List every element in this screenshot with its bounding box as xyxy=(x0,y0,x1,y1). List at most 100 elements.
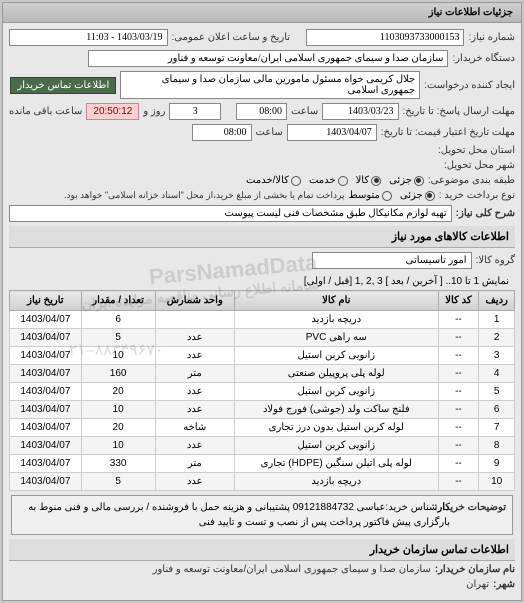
table-cell: 1403/04/07 xyxy=(10,347,82,365)
table-row[interactable]: 9--لوله پلی اتیلن سنگین (HDPE) تجاریمتر3… xyxy=(10,455,515,473)
table-cell: متر xyxy=(155,365,234,383)
contact-section-title: اطلاعات تماس سازمان خریدار xyxy=(9,539,515,561)
org-value: سازمان صدا و سیمای جمهوری اسلامی ایران/م… xyxy=(153,564,431,575)
pkg-r2-label: کالا xyxy=(356,175,370,186)
table-body: 1--دریچه بازدید61403/04/072--سه راهی PVC… xyxy=(10,311,515,491)
table-cell: 1403/04/07 xyxy=(10,401,82,419)
panel-title: جزئیات اطلاعات نیاز xyxy=(3,3,521,23)
table-cell: عدد xyxy=(155,437,234,455)
table-header: واحد شمارش xyxy=(155,291,234,311)
table-cell: -- xyxy=(438,419,479,437)
table-cell: 9 xyxy=(479,455,515,473)
table-cell: زانویی کربن استیل xyxy=(234,347,438,365)
contact-button[interactable]: اطلاعات تماس خریدار xyxy=(10,77,116,94)
days-label: روز و xyxy=(143,106,165,117)
goods-table: ردیفکد کالانام کالاواحد شمارشتعداد / مقد… xyxy=(9,290,515,491)
pkg-r1-label: جزئی xyxy=(389,175,412,186)
row-province: استان محل تحویل: xyxy=(9,145,515,156)
table-cell: متر xyxy=(155,455,234,473)
pkg-label: طبقه بندی موضوعی: xyxy=(428,175,515,186)
pkg-radio-1[interactable]: جزئی xyxy=(389,175,424,186)
pkg-radio-group: جزئی کالا خدمت کالا/خدمت xyxy=(246,175,424,186)
table-cell: -- xyxy=(438,473,479,491)
table-cell: 8 xyxy=(479,437,515,455)
table-cell: عدد xyxy=(155,473,234,491)
table-cell: 10 xyxy=(479,473,515,491)
table-cell: 3 xyxy=(479,347,515,365)
table-cell: -- xyxy=(438,383,479,401)
row-buyer: دستگاه خریدار: سازمان صدا و سیمای جمهوری… xyxy=(9,50,515,67)
row-requester: ایجاد کننده درخواست: جلال کریمی خواه مسئ… xyxy=(9,71,515,99)
table-header: ردیف xyxy=(479,291,515,311)
row-desc: شرح کلی نیاز: تهیه لوازم مکانیکال طبق مش… xyxy=(9,205,515,222)
table-cell: 6 xyxy=(81,311,155,329)
countdown: 20:50:12 xyxy=(86,103,139,120)
row-pkg: طبقه بندی موضوعی: جزئی کالا خدمت کالا/خد… xyxy=(9,175,515,186)
table-row[interactable]: 3--زانویی کربن استیلعدد101403/04/07 xyxy=(10,347,515,365)
pkg-radio-2[interactable]: کالا xyxy=(356,175,382,186)
pkg-radio-3[interactable]: خدمت xyxy=(309,175,348,186)
pay-note: پرداخت تمام یا بخشی از مبلغ خرید،از محل … xyxy=(64,190,344,201)
pay-radio-1[interactable]: جزئی xyxy=(400,190,435,201)
radio-icon xyxy=(338,176,348,186)
table-row[interactable]: 5--زانویی کربن استیلعدد201403/04/07 xyxy=(10,383,515,401)
pkg-r3-label: خدمت xyxy=(309,175,336,186)
pager[interactable]: نمایش 1 تا 10.. [ آخرین / بعد ] 3 ,2 ,1 … xyxy=(9,273,515,290)
table-cell: 6 xyxy=(479,401,515,419)
row-validity: مهلت تاریخ اعتبار قیمت: تا تاریخ: 1403/0… xyxy=(9,124,515,141)
table-row[interactable]: 4--لوله پلی پروپیلن صنعتیمتر1601403/04/0… xyxy=(10,365,515,383)
table-row[interactable]: 6--فلنج ساکت ولد (جوشی) فورج فولادعدد101… xyxy=(10,401,515,419)
desc-label: شرح کلی نیاز: xyxy=(456,208,515,219)
need-no-value: 1103093733000153 xyxy=(306,29,465,46)
table-cell: -- xyxy=(438,329,479,347)
org-label: نام سازمان خریدار: xyxy=(435,564,515,575)
table-cell: عدد xyxy=(155,347,234,365)
table-cell: زانویی کربن استیل xyxy=(234,437,438,455)
city-label: شهر محل تحویل: xyxy=(444,160,515,171)
announce-label: تاریخ و ساعت اعلان عمومی: xyxy=(172,32,291,43)
time-label-2: ساعت xyxy=(256,127,283,138)
table-head: ردیفکد کالانام کالاواحد شمارشتعداد / مقد… xyxy=(10,291,515,311)
buyer-value: سازمان صدا و سیمای جمهوری اسلامی ایران/م… xyxy=(88,50,448,67)
province-label: استان محل تحویل: xyxy=(438,145,515,156)
table-cell: 1403/04/07 xyxy=(10,311,82,329)
pkg-radio-4[interactable]: کالا/خدمت xyxy=(246,175,301,186)
days-value: 3 xyxy=(169,103,220,120)
remain-label: ساعت باقی مانده xyxy=(9,106,82,117)
table-cell: 1403/04/07 xyxy=(10,383,82,401)
city2-label: شهر: xyxy=(493,579,515,590)
table-cell: 1403/04/07 xyxy=(10,365,82,383)
table-row[interactable]: 10--دریچه بازدیدعدد51403/04/07 xyxy=(10,473,515,491)
table-cell: 7 xyxy=(479,419,515,437)
table-cell: -- xyxy=(438,365,479,383)
table-cell: دریچه بازدید xyxy=(234,473,438,491)
table-cell: 1403/04/07 xyxy=(10,329,82,347)
table-cell: لوله کربن استیل بدون درز تجاری xyxy=(234,419,438,437)
table-cell xyxy=(155,311,234,329)
table-cell: 2 xyxy=(479,329,515,347)
buyer-label: دستگاه خریدار: xyxy=(452,53,515,64)
group-value: امور تاسیساتی xyxy=(312,252,472,269)
table-row[interactable]: 1--دریچه بازدید61403/04/07 xyxy=(10,311,515,329)
row-city: شهر محل تحویل: xyxy=(9,160,515,171)
explain-box: توضیحات خریدار: کارشناس خرید:عباسی 09121… xyxy=(11,495,513,535)
validity-label: مهلت تاریخ اعتبار قیمت: تا تاریخ: xyxy=(381,127,515,138)
main-panel: جزئیات اطلاعات نیاز شماره نیاز: 11030937… xyxy=(2,2,522,601)
table-cell: 1403/04/07 xyxy=(10,419,82,437)
row-city2: شهر: تهران xyxy=(9,579,515,590)
table-cell: 1403/04/07 xyxy=(10,437,82,455)
table-header: تعداد / مقدار xyxy=(81,291,155,311)
table-row[interactable]: 7--لوله کربن استیل بدون درز تجاریشاخه201… xyxy=(10,419,515,437)
table-row[interactable]: 2--سه راهی PVCعدد51403/04/07 xyxy=(10,329,515,347)
pay-radio-2[interactable]: متوسط xyxy=(348,190,391,201)
table-cell: عدد xyxy=(155,401,234,419)
radio-icon xyxy=(382,191,392,201)
validity-time: 08:00 xyxy=(192,124,252,141)
table-cell: -- xyxy=(438,437,479,455)
table-cell: لوله پلی پروپیلن صنعتی xyxy=(234,365,438,383)
table-cell: 4 xyxy=(479,365,515,383)
table-cell: 1403/04/07 xyxy=(10,473,82,491)
table-row[interactable]: 8--زانویی کربن استیلعدد101403/04/07 xyxy=(10,437,515,455)
table-cell: -- xyxy=(438,455,479,473)
radio-icon xyxy=(371,176,381,186)
